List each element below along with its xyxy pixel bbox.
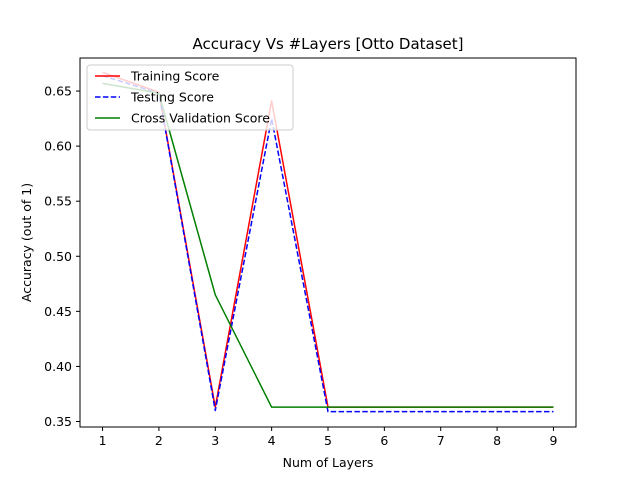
legend: Training Score Testing Score Cross Validat… <box>86 64 294 131</box>
y-axis-ticks: 0.35 0.40 0.45 0.50 0.55 0.60 0.65 <box>44 84 80 429</box>
x-tick-label: 1 <box>99 433 107 448</box>
y-tick-label: 0.45 <box>44 304 72 319</box>
x-tick-label: 7 <box>437 433 445 448</box>
y-tick-label: 0.55 <box>44 194 72 209</box>
x-tick-label: 8 <box>493 433 501 448</box>
x-tick-label: 4 <box>268 433 276 448</box>
y-tick-label: 0.60 <box>44 139 72 154</box>
y-tick-label: 0.40 <box>44 359 72 374</box>
legend-label: Cross Validation Score <box>131 111 270 126</box>
series-line-2 <box>102 74 554 413</box>
y-axis-label: Accuracy (out of 1) <box>19 183 34 302</box>
legend-label: Testing Score <box>130 90 214 105</box>
legend-box <box>86 64 294 131</box>
x-tick-label: 3 <box>211 433 219 448</box>
legend-label: Training Score <box>130 69 220 84</box>
x-axis-ticks: 1 2 3 4 5 6 7 8 9 <box>99 427 557 448</box>
x-tick-label: 5 <box>324 433 332 448</box>
x-axis-label: Num of Layers <box>283 455 374 470</box>
y-tick-label: 0.35 <box>44 414 72 429</box>
x-tick-label: 9 <box>549 433 557 448</box>
series-line-3 <box>102 82 554 408</box>
y-tick-label: 0.65 <box>44 84 72 99</box>
y-tick-label: 0.50 <box>44 249 72 264</box>
x-tick-label: 2 <box>155 433 163 448</box>
series-layer <box>102 71 554 413</box>
x-tick-label: 6 <box>380 433 388 448</box>
chart-title: Accuracy Vs #Layers [Otto Dataset] <box>192 35 463 53</box>
